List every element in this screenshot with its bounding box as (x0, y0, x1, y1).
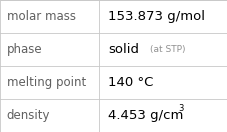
Text: 3: 3 (177, 104, 183, 113)
Text: (at STP): (at STP) (150, 45, 185, 54)
Text: solid: solid (108, 43, 139, 56)
Text: molar mass: molar mass (7, 10, 76, 23)
Text: 140 °C: 140 °C (108, 76, 153, 89)
Text: 153.873 g/mol: 153.873 g/mol (108, 10, 204, 23)
Text: 4.453 g/cm: 4.453 g/cm (108, 109, 183, 122)
Text: melting point: melting point (7, 76, 86, 89)
Text: density: density (7, 109, 50, 122)
Text: phase: phase (7, 43, 42, 56)
